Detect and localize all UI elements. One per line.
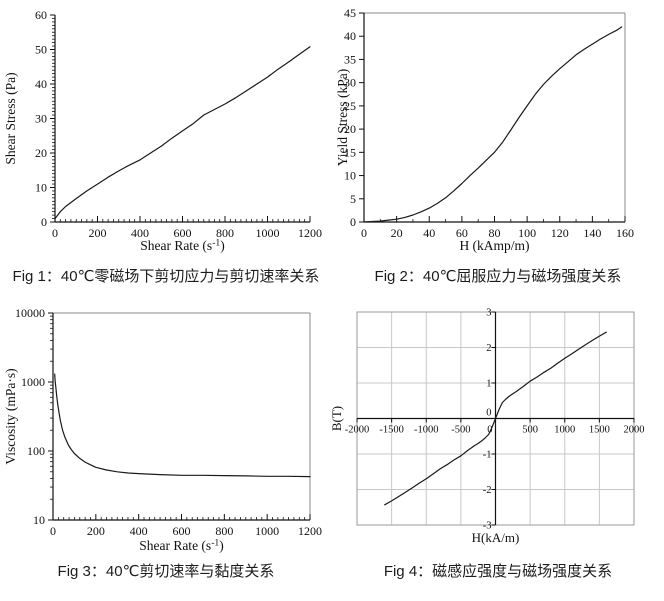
svg-text:1000: 1000 — [255, 524, 279, 538]
fig2-yield-stress-chart: 0 20 40 60 80 100 120 140 160 0 5 10 15 20 25 30 35 40 45 H… — [335, 6, 634, 253]
svg-text:10: 10 — [33, 513, 45, 527]
svg-text:400: 400 — [130, 524, 148, 538]
fig3-caption: Fig 3：40℃剪切速率与黏度关系 — [57, 563, 275, 580]
svg-text:2: 2 — [486, 343, 491, 354]
fig2-caption: Fig 2：40℃屈服应力与磁场强度关系 — [374, 268, 622, 285]
svg-text:200: 200 — [89, 226, 107, 240]
svg-text:1200: 1200 — [298, 226, 322, 240]
svg-text:100: 100 — [27, 444, 45, 458]
svg-text:100: 100 — [518, 226, 536, 240]
svg-text:15: 15 — [344, 145, 356, 159]
svg-text:-1500: -1500 — [379, 425, 404, 436]
svg-text:30: 30 — [344, 76, 356, 90]
svg-text:200: 200 — [87, 524, 105, 538]
svg-text:600: 600 — [173, 524, 191, 538]
svg-text:3: 3 — [486, 308, 491, 319]
svg-text:5: 5 — [350, 192, 356, 206]
svg-text:Viscosity (mPa·s): Viscosity (mPa·s) — [3, 368, 18, 464]
svg-text:35: 35 — [344, 52, 356, 66]
svg-text:1200: 1200 — [298, 524, 322, 538]
svg-text:0: 0 — [350, 215, 356, 229]
svg-text:500: 500 — [522, 425, 538, 436]
svg-text:40: 40 — [423, 226, 435, 240]
svg-text:160: 160 — [616, 226, 634, 240]
svg-text:20: 20 — [344, 122, 356, 136]
svg-text:-3: -3 — [483, 521, 492, 532]
svg-text:1500: 1500 — [589, 425, 610, 436]
svg-text:60: 60 — [35, 8, 47, 22]
svg-text:0: 0 — [52, 226, 58, 240]
svg-text:1000: 1000 — [256, 226, 280, 240]
svg-text:10000: 10000 — [15, 306, 45, 320]
svg-text:25: 25 — [344, 99, 356, 113]
fig4-caption: Fig 4：磁感应强度与磁场强度关系 — [383, 563, 613, 580]
svg-text:0: 0 — [487, 425, 492, 436]
svg-text:400: 400 — [131, 226, 149, 240]
svg-text:40: 40 — [35, 77, 47, 91]
svg-text:0: 0 — [41, 215, 47, 229]
svg-text:Shear Stress (Pa): Shear Stress (Pa) — [3, 72, 18, 164]
svg-text:H(kA/m): H(kA/m) — [472, 530, 520, 545]
svg-text:40: 40 — [344, 29, 356, 43]
svg-text:45: 45 — [344, 6, 356, 20]
svg-text:Yield Stress (kPa): Yield Stress (kPa) — [335, 69, 350, 167]
svg-text:-500: -500 — [451, 425, 470, 436]
svg-text:80: 80 — [489, 226, 501, 240]
svg-text:H (kAmp/m): H (kAmp/m) — [459, 238, 529, 253]
svg-text:2000: 2000 — [624, 425, 645, 436]
svg-text:-2: -2 — [483, 485, 492, 496]
svg-text:20: 20 — [391, 226, 403, 240]
fig4-bh-curve-chart: -2000 -1500 -1000 -500 0 500 1000 1500 2000 -3 -2 -… — [332, 308, 645, 546]
svg-text:800: 800 — [215, 524, 233, 538]
svg-text:-2000: -2000 — [345, 425, 370, 436]
svg-text:B(T): B(T) — [332, 406, 344, 431]
svg-text:20: 20 — [35, 146, 47, 160]
svg-text:50: 50 — [35, 43, 47, 57]
svg-text:120: 120 — [551, 226, 569, 240]
svg-text:1: 1 — [486, 379, 491, 390]
svg-text:10: 10 — [35, 181, 47, 195]
svg-text:30: 30 — [35, 112, 47, 126]
svg-text:140: 140 — [583, 226, 601, 240]
svg-text:0: 0 — [486, 408, 491, 419]
fig1-caption: Fig 1：40℃零磁场下剪切应力与剪切速率关系 — [12, 268, 320, 285]
svg-text:600: 600 — [174, 226, 192, 240]
svg-text:Shear Rate (s-1): Shear Rate (s-1) — [139, 537, 224, 553]
svg-text:0: 0 — [361, 226, 367, 240]
fig3-viscosity-chart: 0 200 400 600 800 1000 1200 10 100 1000 10000 Shear… — [3, 306, 322, 553]
svg-text:Shear Rate (s-1): Shear Rate (s-1) — [140, 237, 225, 253]
svg-text:1000: 1000 — [21, 375, 45, 389]
svg-text:60: 60 — [456, 226, 468, 240]
svg-text:10: 10 — [344, 169, 356, 183]
svg-text:800: 800 — [216, 226, 234, 240]
fig1-shear-stress-chart: 0 200 400 600 800 1000 1200 0 10 20 30 40 50 60 Shear … — [3, 8, 322, 253]
svg-text:0: 0 — [50, 524, 56, 538]
svg-text:-1: -1 — [483, 450, 492, 461]
svg-text:-1000: -1000 — [414, 425, 439, 436]
svg-text:1000: 1000 — [554, 425, 575, 436]
